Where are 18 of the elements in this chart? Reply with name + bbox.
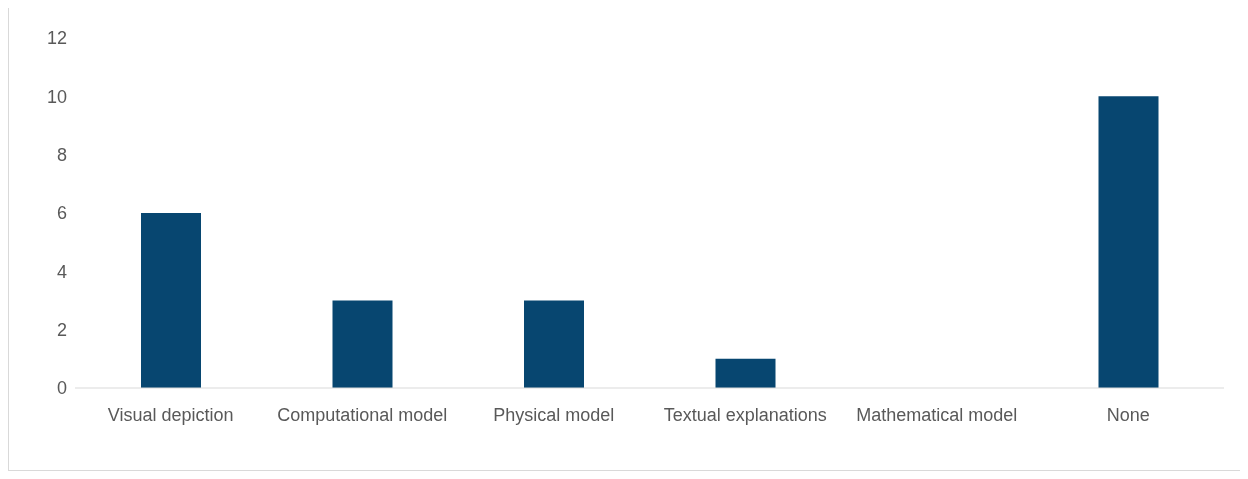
bar	[715, 358, 776, 388]
y-tick-label: 6	[56, 203, 67, 224]
y-tick-label: 0	[56, 378, 67, 399]
y-tick-label: 8	[56, 145, 67, 166]
x-tick-label: Mathematical model	[856, 404, 1018, 425]
x-tick-label: Physical model	[493, 404, 615, 425]
bar	[524, 300, 584, 388]
x-tick-label: Computational model	[277, 404, 448, 425]
bar	[332, 300, 393, 388]
y-tick-label: 10	[46, 86, 67, 107]
x-tick-label: Visual depiction	[107, 404, 234, 425]
y-tick-label: 2	[56, 320, 67, 341]
bar	[141, 213, 201, 388]
y-tick-label: 4	[56, 261, 67, 282]
bar	[1098, 96, 1159, 388]
x-tick-label: Textual explanations	[663, 404, 827, 425]
y-tick-label: 12	[46, 28, 67, 49]
x-tick-label: None	[1106, 404, 1150, 425]
